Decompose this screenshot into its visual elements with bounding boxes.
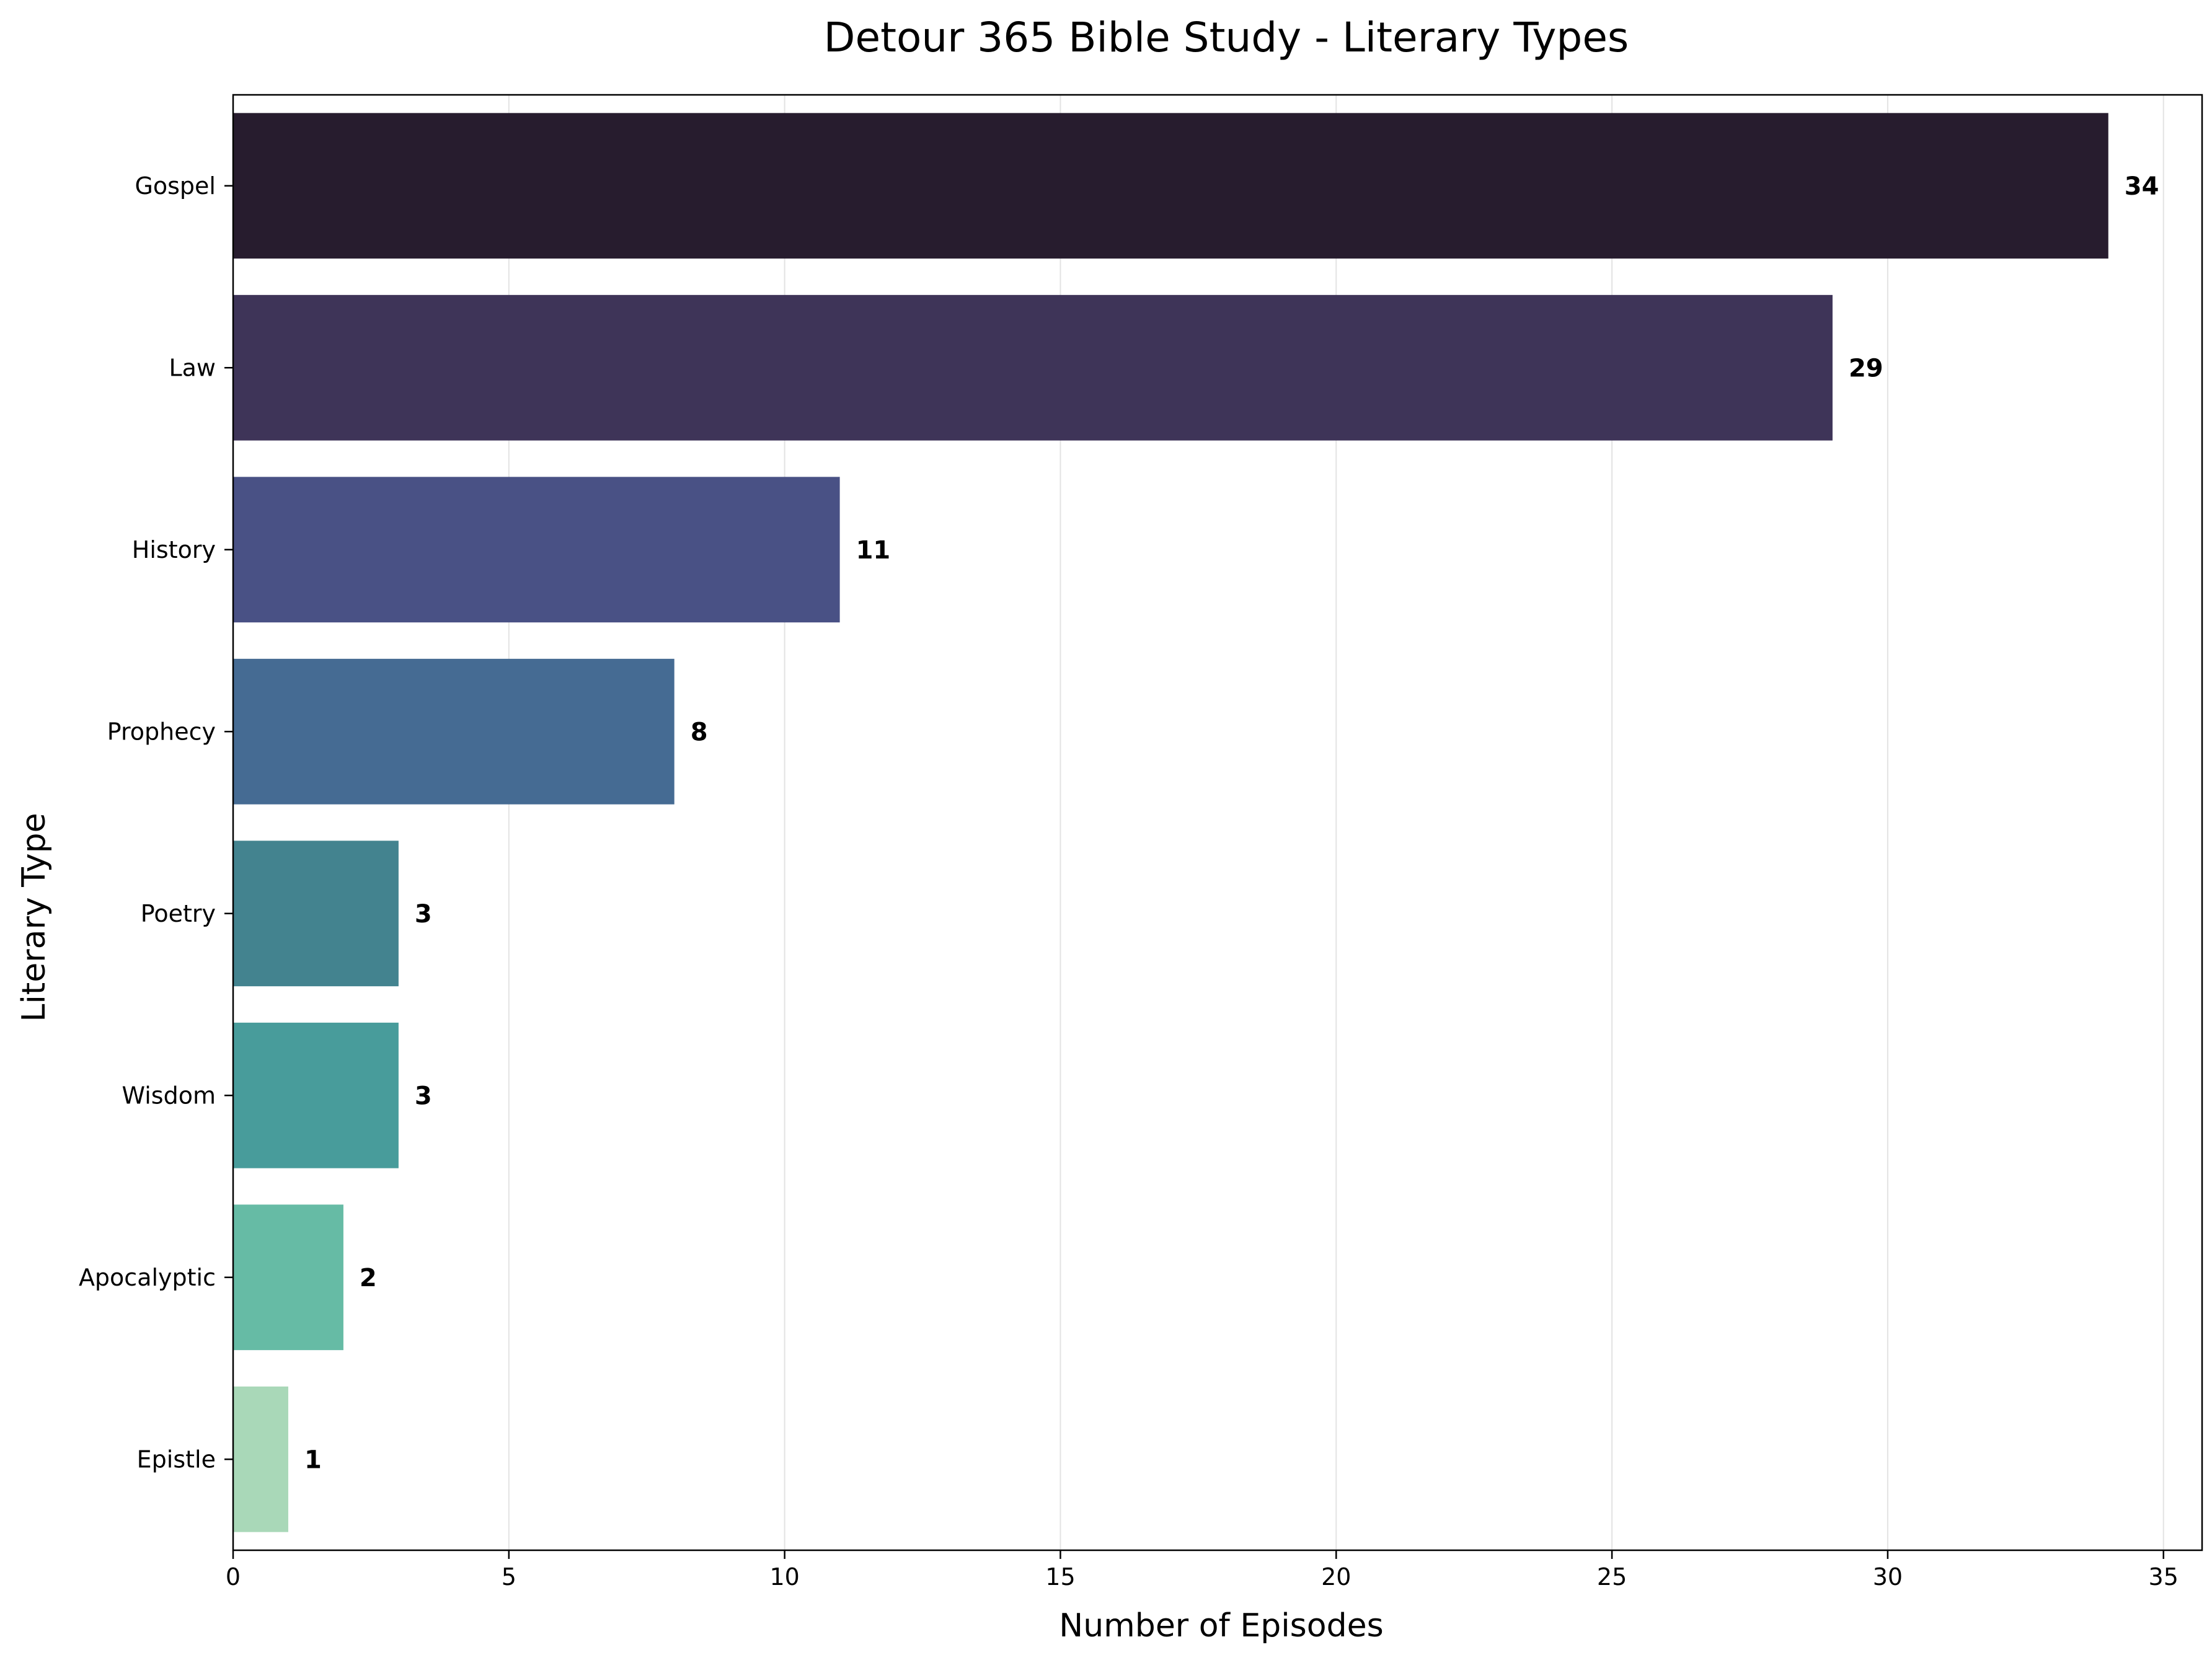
bar-history (233, 477, 840, 623)
x-tick-label: 20 (1321, 1563, 1351, 1591)
x-tick-label: 25 (1597, 1563, 1627, 1591)
bar-value-label-prophecy: 8 (691, 718, 708, 746)
bar-apocalyptic (233, 1204, 343, 1351)
y-tick-label-law: Law (169, 354, 216, 381)
bar-value-label-wisdom: 3 (415, 1082, 432, 1110)
y-tick-label-wisdom: Wisdom (122, 1082, 216, 1109)
x-tick-label: 30 (1873, 1563, 1903, 1591)
x-tick-label: 0 (226, 1563, 241, 1591)
bar-value-label-apocalyptic: 2 (360, 1264, 377, 1292)
bar-value-label-gospel: 34 (2125, 172, 2159, 201)
y-tick-label-gospel: Gospel (135, 172, 216, 200)
x-tick-label: 15 (1045, 1563, 1075, 1591)
bar-value-label-history: 11 (856, 536, 891, 565)
bar-value-label-poetry: 3 (415, 900, 432, 929)
chart-title: Detour 365 Bible Study - Literary Types (824, 14, 1629, 61)
bar-value-label-epistle: 1 (304, 1445, 322, 1474)
bar-law (233, 294, 1833, 441)
y-tick-label-history: History (132, 536, 216, 563)
y-tick-label-prophecy: Prophecy (107, 718, 216, 745)
bar-wisdom (233, 1022, 399, 1168)
bar-value-labels: 34 29 11 8 3 3 2 1 (304, 172, 2159, 1475)
y-tick-label-apocalyptic: Apocalyptic (79, 1264, 216, 1291)
bar-value-label-law: 29 (1849, 354, 1883, 382)
plot-frame (232, 94, 2203, 1551)
x-tick-label: 35 (2149, 1563, 2179, 1591)
bars (233, 113, 2108, 1532)
y-tick-label-poetry: Poetry (141, 900, 216, 927)
x-tick-label: 5 (502, 1563, 516, 1591)
x-tick-label: 10 (769, 1563, 799, 1591)
x-axis-label: Number of Episodes (1059, 1607, 1383, 1644)
axes: 0 5 10 15 20 25 30 35 Gospel Law History Prophecy Po… (79, 94, 2203, 1591)
y-axis-label: Literary Type (15, 813, 53, 1022)
bar-epistle (233, 1386, 288, 1532)
bar-prophecy (233, 658, 675, 805)
bar-gospel (233, 113, 2108, 259)
y-tick-label-epistle: Epistle (137, 1445, 216, 1473)
bar-poetry (233, 841, 399, 987)
